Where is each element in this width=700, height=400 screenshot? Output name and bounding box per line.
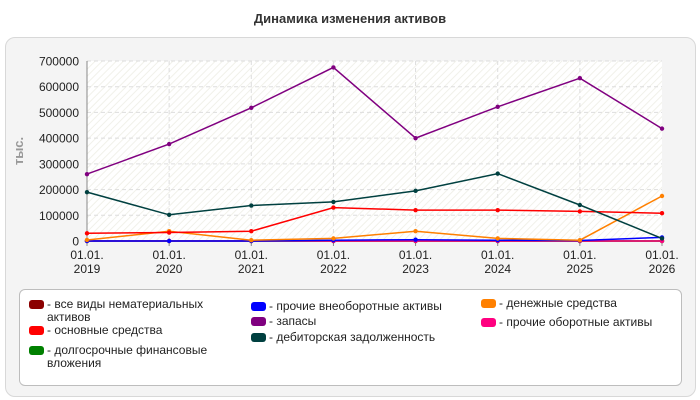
x-tick-label: 01.01. 2024 [481, 248, 514, 276]
legend-swatch [481, 299, 496, 308]
data-point [413, 188, 418, 194]
legend-label: - запасы [269, 314, 317, 328]
legend-label: - основные средства [47, 323, 163, 337]
legend-swatch [251, 317, 266, 326]
data-point [577, 76, 583, 81]
legend-label: - все виды нематериальных активов [47, 297, 204, 324]
series-line [86, 66, 663, 175]
y-tick-label: 400000 [39, 132, 79, 146]
y-tick-label: 600000 [39, 80, 79, 94]
data-point [331, 236, 336, 241]
legend-label: - прочие внеоборотные активы [269, 299, 442, 313]
series-line [86, 206, 663, 235]
data-point [331, 205, 336, 210]
x-tick-label: 01.01. 2019 [70, 248, 103, 276]
y-tick-label: 100000 [39, 209, 79, 223]
x-tick-label: 01.01. 2025 [563, 248, 596, 276]
x-tick-label: 01.01. 2021 [235, 248, 268, 276]
legend-item: - запасы [251, 315, 471, 328]
data-point [659, 126, 665, 131]
chart-title: Динамика изменения активов [253, 11, 447, 26]
y-tick-label: 200000 [39, 183, 79, 197]
data-point [659, 211, 665, 216]
legend-swatch [251, 333, 266, 342]
legend-swatch [29, 300, 44, 309]
legend-label: - денежные средства [499, 296, 617, 310]
data-point [413, 135, 418, 141]
data-point [413, 229, 418, 234]
data-point [331, 199, 336, 205]
data-point [495, 104, 500, 109]
y-tick-label: 0 [72, 235, 79, 249]
data-point [495, 207, 500, 213]
legend-swatch [29, 346, 44, 355]
data-point [84, 171, 90, 177]
y-axis-label: тыс. [11, 137, 26, 165]
data-point [659, 236, 665, 241]
data-point [577, 209, 583, 214]
data-point [413, 237, 418, 242]
legend-item: - все виды нематериальных активов [29, 298, 229, 324]
y-tick-label: 500000 [39, 106, 79, 120]
legend-item: - дебиторская задолженность [251, 331, 471, 344]
legend-label: - долгосрочные финансовые вложения [47, 343, 208, 370]
data-point [495, 236, 500, 241]
data-point [331, 65, 336, 70]
legend-item: - денежные средства [481, 297, 681, 310]
data-point [84, 231, 90, 236]
x-tick-label: 01.01. 2022 [317, 248, 350, 276]
data-point [577, 238, 583, 243]
series-line [86, 172, 663, 240]
data-point [166, 238, 172, 244]
data-point [84, 237, 90, 243]
x-tick-label: 01.01. 2023 [399, 248, 432, 276]
data-point [166, 141, 172, 147]
legend-swatch [251, 302, 266, 311]
legend: - все виды нематериальных активов - основ… [19, 289, 682, 386]
data-point [249, 238, 254, 243]
data-point [249, 229, 254, 234]
x-tick-label: 01.01. 2026 [645, 248, 678, 276]
data-point [495, 171, 500, 176]
x-tick-label: 01.01. 2020 [152, 248, 185, 276]
legend-item: - основные средства [29, 324, 229, 337]
legend-item: - прочие внеоборотные активы [251, 300, 471, 313]
legend-item: - долгосрочные финансовые вложения [29, 344, 229, 370]
data-point [166, 212, 172, 217]
data-point [166, 230, 172, 235]
data-point [249, 203, 254, 208]
legend-swatch [29, 326, 44, 335]
y-tick-label: 700000 [39, 55, 79, 69]
legend-swatch [481, 318, 496, 327]
data-point [84, 189, 90, 195]
legend-label: - прочие оборотные активы [499, 315, 653, 329]
data-point [659, 193, 665, 199]
data-point [413, 207, 418, 213]
data-point [577, 202, 583, 208]
y-tick-label: 300000 [39, 157, 79, 171]
legend-item: - прочие оборотные активы [481, 316, 681, 329]
data-point [249, 105, 254, 111]
legend-label: - дебиторская задолженность [269, 330, 436, 344]
